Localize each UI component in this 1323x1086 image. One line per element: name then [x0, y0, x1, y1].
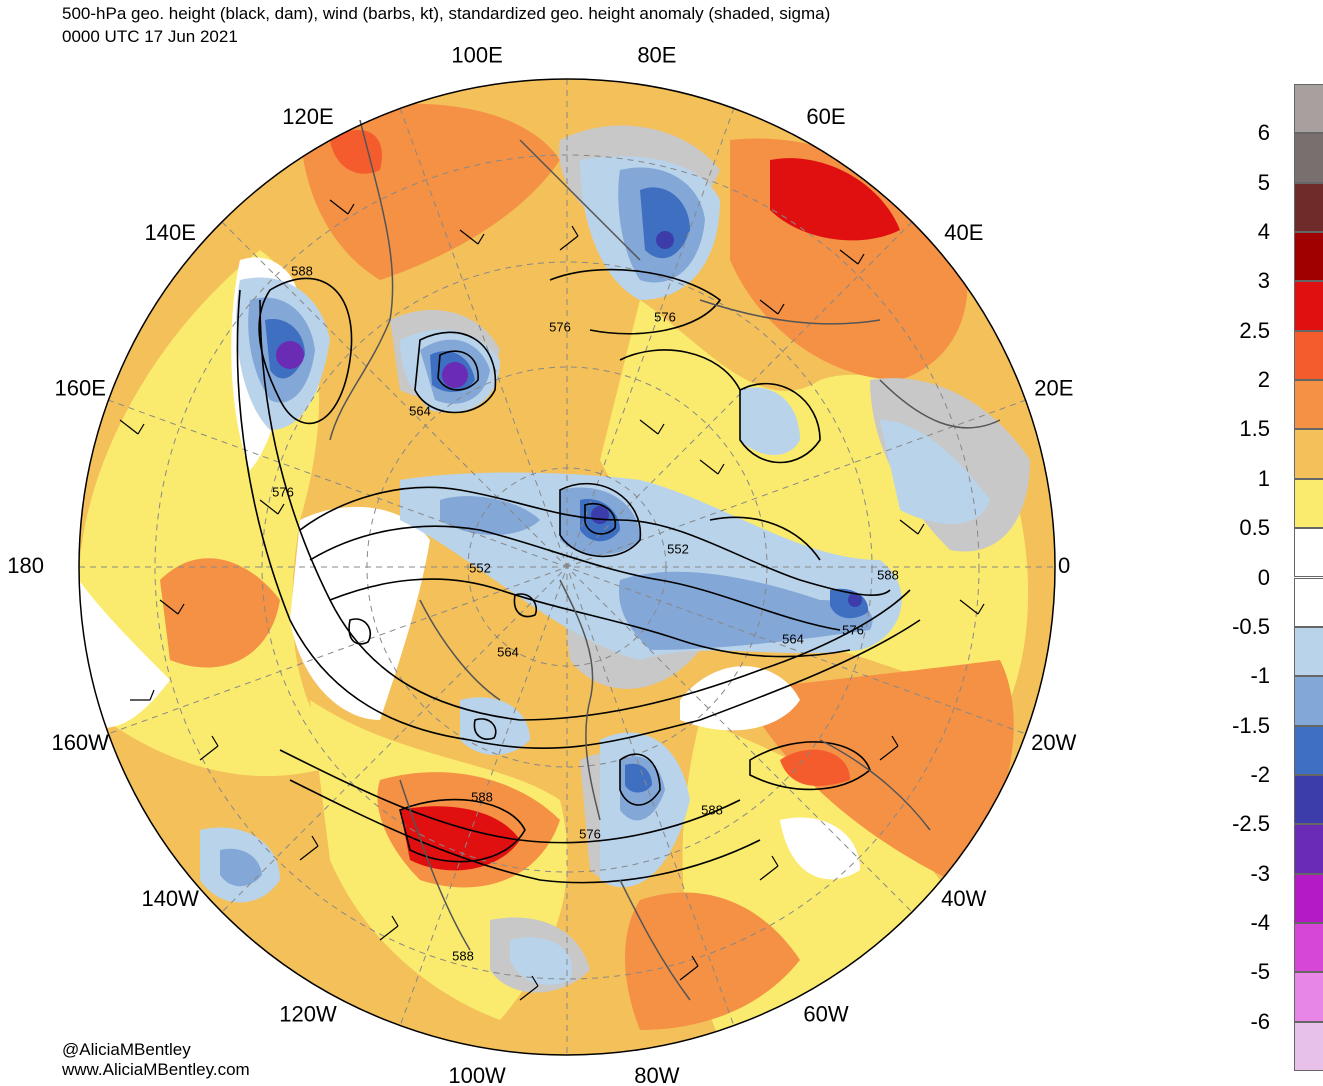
- colorbar-label: 1: [1257, 465, 1270, 491]
- colorbar-swatch: [1294, 528, 1323, 578]
- longitude-label: 140W: [141, 886, 199, 911]
- longitude-label: 60E: [806, 104, 845, 129]
- credit-url: www.AliciaMBentley.com: [62, 1060, 250, 1079]
- map-boundary: [78, 78, 1056, 1056]
- contour-label: 564: [782, 631, 804, 646]
- longitude-label: 160W: [51, 730, 109, 755]
- colorbar-label: -2.5: [1232, 811, 1270, 837]
- colorbar-swatch: [1294, 824, 1323, 874]
- longitude-label: 120E: [282, 104, 333, 129]
- longitude-label: 140E: [145, 220, 196, 245]
- contour-label: 588: [701, 802, 723, 817]
- longitude-label: 120W: [279, 1001, 337, 1026]
- colorbar-swatch: [1294, 626, 1323, 677]
- colorbar-label: 4: [1257, 219, 1270, 245]
- longitude-label: 60W: [803, 1001, 848, 1026]
- contour-label: 552: [469, 560, 491, 575]
- longitude-label: 40W: [941, 886, 986, 911]
- colorbar-label: 1.5: [1239, 416, 1270, 442]
- longitude-label: 160E: [55, 376, 106, 401]
- contour-label: 576: [654, 309, 676, 324]
- contour-label: 588: [452, 948, 474, 963]
- colorbar-label: 0: [1257, 564, 1270, 590]
- colorbar-label: -4: [1250, 909, 1270, 935]
- map-title: 500-hPa geo. height (black, dam), wind (…: [62, 4, 831, 23]
- contour-label: 564: [497, 644, 519, 659]
- contour-label: 576: [272, 484, 294, 499]
- contour-labels: 588 576 576 564 576 552 552 564 564 576 588 588 576 5…: [272, 263, 899, 963]
- colorbar-swatch: [1294, 380, 1323, 430]
- coastlines: [329, 119, 1001, 1001]
- contour-label: 588: [471, 789, 493, 804]
- colorbar-swatch: [1294, 182, 1323, 233]
- colorbar-label: 3: [1257, 268, 1270, 294]
- colorbar-label: 2.5: [1239, 317, 1270, 343]
- colorbar-swatch: [1294, 725, 1323, 775]
- colorbar-swatch: [1294, 922, 1323, 973]
- colorbar-swatch: [1294, 133, 1323, 183]
- longitude-labels: 100E 80E 120E 60E 140E 40E 160E 20E 180 0 160W 20W 1…: [7, 43, 1076, 1086]
- colorbar-swatch: [1294, 84, 1323, 134]
- contour-label: 552: [667, 541, 689, 556]
- contour-label: 576: [842, 622, 864, 637]
- colorbar-swatch: [1294, 577, 1323, 627]
- contour-label: 564: [409, 403, 431, 418]
- longitude-label: 80E: [637, 43, 676, 68]
- colorbar-swatch: [1294, 478, 1323, 529]
- colorbar-label: -5: [1250, 959, 1270, 985]
- colorbar-swatch: [1294, 281, 1323, 331]
- credit-handle: @AliciaMBentley: [62, 1040, 191, 1059]
- colorbar-swatch: [1294, 330, 1323, 381]
- longitude-label: 180: [7, 553, 44, 578]
- contour-label: 588: [877, 567, 899, 582]
- colorbar-swatch: [1294, 972, 1323, 1022]
- longitude-label: 80W: [634, 1063, 679, 1086]
- colorbar-swatch: [1294, 676, 1323, 726]
- colorbar-swatch: [1294, 1021, 1323, 1071]
- colorbar-label: -6: [1250, 1008, 1270, 1034]
- colorbar-swatch: [1294, 774, 1323, 825]
- colorbar-swatch: [1294, 232, 1323, 282]
- colorbar: [1290, 84, 1323, 1071]
- contour-label: 588: [291, 263, 313, 278]
- wind-barbs: [119, 199, 985, 1001]
- colorbar-label: 2: [1257, 367, 1270, 393]
- longitude-label: 100W: [448, 1063, 506, 1086]
- colorbar-swatch: [1294, 873, 1323, 923]
- longitude-label: 40E: [944, 220, 983, 245]
- colorbar-label: 0.5: [1239, 515, 1270, 541]
- longitude-label: 0: [1058, 553, 1070, 578]
- colorbar-label: -0.5: [1232, 613, 1270, 639]
- colorbar-label: -1: [1250, 663, 1270, 689]
- colorbar-label: 5: [1257, 169, 1270, 195]
- map-valid-time: 0000 UTC 17 Jun 2021: [62, 27, 238, 46]
- colorbar-label: 6: [1257, 120, 1270, 146]
- colorbar-label: -2: [1250, 761, 1270, 787]
- colorbar-label: -3: [1250, 860, 1270, 886]
- colorbar-swatch: [1294, 429, 1323, 479]
- colorbar-label: -1.5: [1232, 712, 1270, 738]
- longitude-label: 20W: [1031, 730, 1076, 755]
- contour-label: 576: [549, 319, 571, 334]
- height-contours: [236, 268, 921, 884]
- contour-label: 576: [579, 826, 601, 841]
- graticule: [79, 79, 1055, 1055]
- longitude-label: 100E: [451, 43, 502, 68]
- longitude-label: 20E: [1034, 376, 1073, 401]
